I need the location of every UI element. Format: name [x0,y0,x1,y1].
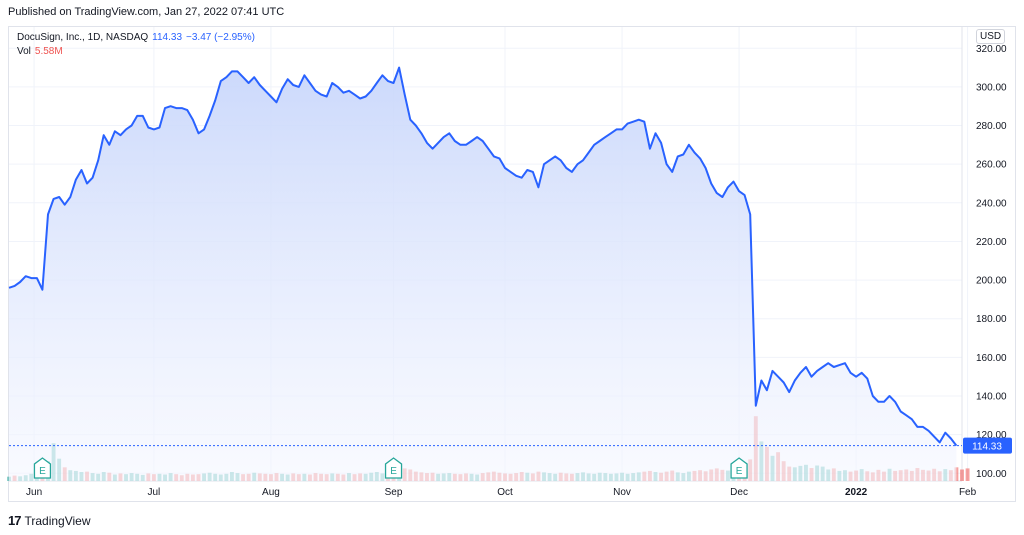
volume-label: Vol [17,46,31,57]
earnings-marker-icon[interactable]: E [33,457,52,479]
y-tick-label: 100.00 [976,469,1007,480]
earnings-marker-icon[interactable]: E [730,457,748,479]
y-tick-label: 320.00 [976,44,1007,55]
earnings-marker-icon[interactable]: E [384,457,403,479]
volume-value: 5.58M [34,46,63,57]
x-tick-label: Nov [613,487,631,498]
x-tick-label: Sep [385,487,403,498]
brand-label: TradingView [24,513,91,528]
price-line [8,66,958,447]
x-tick-label: Jul [148,487,161,498]
volume-bar [960,469,964,481]
volume-bar [954,467,959,481]
last-price-badge-bg [963,437,1012,454]
y-tick-label: 240.00 [976,198,1007,209]
volume-bar [965,468,970,481]
earnings-marker-label: E [390,466,397,477]
published-caption: Published on TradingView.com, Jan 27, 20… [8,6,285,18]
x-tick-label: Aug [262,487,280,498]
y-tick-label: 260.00 [976,160,1007,171]
y-tick-label: 280.00 [976,121,1007,132]
y-tick-label: 160.00 [976,353,1007,364]
x-tick-label: Oct [497,487,513,498]
last-price: 114.33 [152,32,183,43]
symbol-name: DocuSign, Inc., 1D, NASDAQ [17,32,149,43]
earnings-marker-label: E [39,466,46,477]
currency-button[interactable]: USD [976,29,1006,44]
price-area [9,67,957,481]
time-axis[interactable]: Jun Jul Aug Sep Oct Nov Dec 2022 Feb [26,487,977,498]
x-tick-label: Dec [730,487,748,498]
y-tick-label: 300.00 [976,82,1007,93]
y-tick-label: 220.00 [976,237,1007,248]
y-tick-label: 200.00 [976,276,1007,287]
legend-row-volume: Vol 5.58M [17,45,255,59]
y-tick-label: 140.00 [976,391,1007,402]
legend-row-price: DocuSign, Inc., 1D, NASDAQ 114.33 −3.47 (−… [17,31,255,45]
x-tick-label: Jun [26,487,42,498]
last-price-badge-text: 114.33 [972,442,1002,453]
earnings-marker-label: E [736,466,743,477]
symbol-legend: DocuSign, Inc., 1D, NASDAQ 114.33 −3.47 (−… [17,31,255,59]
chart-frame [8,26,1016,502]
y-tick-label: 120.00 [976,430,1007,441]
tradingview-brand[interactable]: ⁠17 TradingView [8,513,91,528]
last-price-badge: 114.33 [963,437,1012,454]
y-tick-label: 180.00 [976,314,1007,325]
price-change: −3.47 (−2.95%) [186,32,255,43]
tradingview-logo-icon: ⁠17 [8,513,22,528]
price-axis[interactable]: 100.00 120.00 140.00 160.00 180.00 200.00 220.… [976,44,1007,480]
x-tick-label: 2022 [845,487,868,498]
x-tick-label: Feb [959,487,977,498]
